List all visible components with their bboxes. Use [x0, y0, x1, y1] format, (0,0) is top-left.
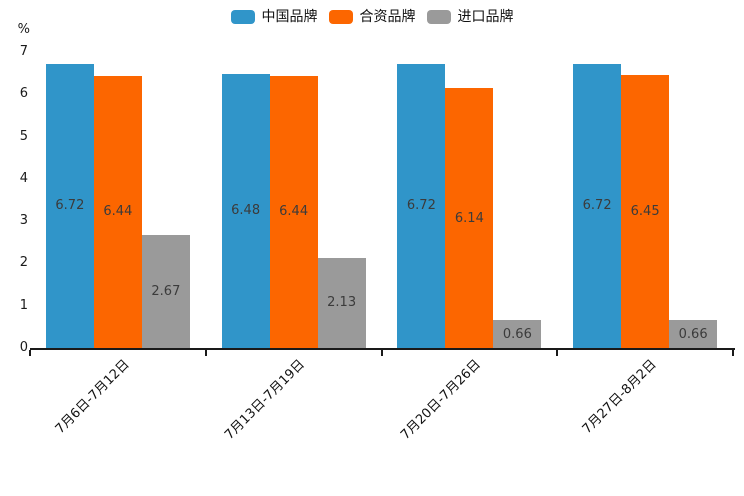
bar-value-label: 6.48 [231, 203, 261, 219]
bar-value-label: 6.14 [454, 210, 484, 226]
bar-series0-group3: 6.72 [573, 63, 622, 348]
x-tick-mark [204, 350, 207, 356]
bar-value-label: 2.67 [151, 284, 181, 300]
legend-label: 进口品牌 [457, 9, 514, 25]
legend-item-2: 进口品牌 [426, 9, 514, 25]
bar-value-label: 6.72 [406, 198, 436, 214]
bar-value-label: 6.72 [582, 198, 612, 214]
legend-label: 合资品牌 [359, 9, 416, 25]
bar-series0-group2: 6.72 [397, 63, 446, 348]
legend-swatch-icon [426, 10, 451, 24]
bar-value-label: 6.45 [630, 204, 660, 220]
y-tick-label: 2 [19, 255, 28, 271]
x-tick-mark [732, 350, 734, 356]
y-tick-label: 3 [19, 213, 28, 229]
legend-swatch-icon [328, 10, 353, 24]
bar-value-label: 6.44 [279, 204, 309, 220]
bar-series2-group3: 0.66 [669, 320, 718, 348]
x-tick-mark [29, 350, 31, 356]
y-axis-unit-label: % [17, 22, 30, 37]
bar-value-label: 0.66 [678, 326, 708, 342]
bar-series0-group0: 6.72 [45, 63, 94, 348]
chart-legend: 中国品牌 合资品牌 进口品牌 [0, 9, 744, 25]
y-tick-label: 1 [19, 297, 28, 313]
bar-value-label: 6.44 [103, 204, 133, 220]
x-axis-line [30, 348, 735, 350]
bar-value-label: 0.66 [502, 326, 532, 342]
bar-value-label: 6.72 [55, 198, 85, 214]
bar-series1-group3: 6.45 [621, 75, 670, 348]
legend-label: 中国品牌 [261, 9, 318, 25]
y-tick-label: 6 [19, 86, 28, 102]
y-tick-label: 0 [19, 340, 28, 355]
legend-swatch-icon [230, 10, 255, 24]
bar-series1-group2: 6.14 [445, 88, 494, 348]
x-tick-label: 7月6日-7月12日 [52, 357, 133, 437]
x-tick-mark [380, 350, 383, 356]
x-tick-mark [556, 350, 559, 356]
bar-series2-group0: 2.67 [141, 235, 190, 348]
legend-item-1: 合资品牌 [328, 9, 416, 25]
x-tick-label: 7月20日-7月26日 [398, 357, 484, 443]
x-tick-label: 7月13日-7月19日 [222, 357, 309, 443]
y-tick-label: 4 [19, 170, 28, 186]
bar-series1-group0: 6.44 [93, 75, 142, 348]
bar-series1-group1: 6.44 [269, 75, 318, 348]
bar-series2-group1: 2.13 [317, 257, 366, 348]
y-tick-label: 7 [19, 44, 28, 59]
bar-value-label: 2.13 [327, 295, 357, 311]
y-tick-label: 5 [19, 128, 28, 144]
bar-series2-group2: 0.66 [493, 320, 542, 348]
x-tick-label: 7月27日-8月2日 [579, 357, 660, 437]
legend-item-0: 中国品牌 [230, 9, 318, 25]
bar-series0-group1: 6.48 [221, 73, 270, 348]
